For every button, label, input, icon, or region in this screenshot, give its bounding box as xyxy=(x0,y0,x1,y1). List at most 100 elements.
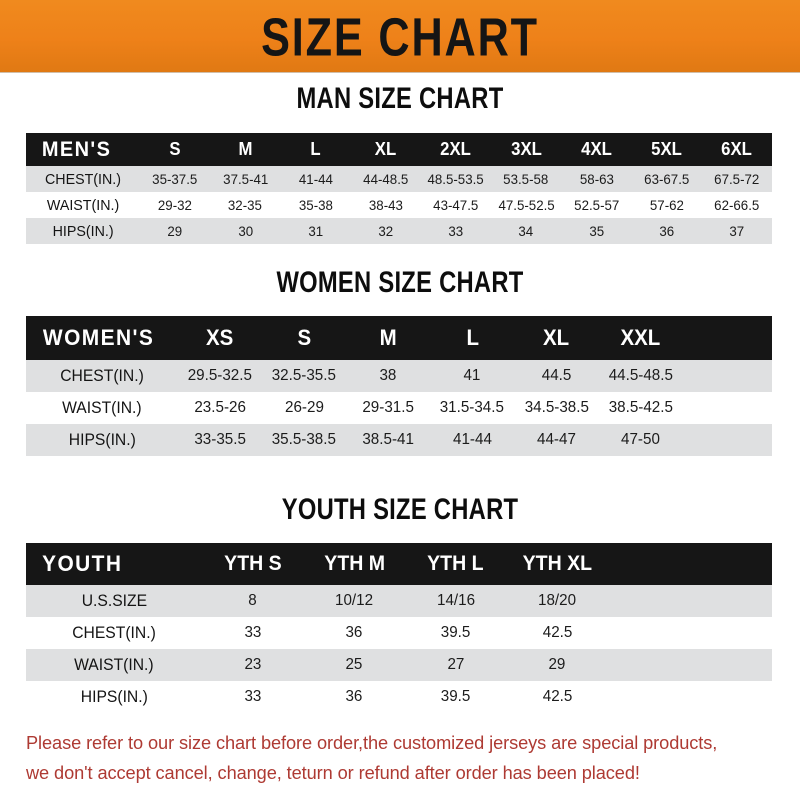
table-row: CHEST(IN.) 29.5-32.5 32.5-35.5 38 41 44.5 44.5… xyxy=(26,360,772,392)
measurement-cell: 32-35 xyxy=(210,192,280,218)
youth-row-label: CHEST(IN.) xyxy=(26,617,202,649)
column-header-label: XS xyxy=(206,325,234,350)
measurement-value: 25 xyxy=(345,656,363,673)
men-column-header-3xl: 3XL xyxy=(491,133,561,166)
youth-section-title: YOUTH SIZE CHART xyxy=(281,492,519,526)
measurement-value: 38.5-41 xyxy=(362,431,414,448)
man-section-title: MAN SIZE CHART xyxy=(296,81,504,115)
women-table-header: WOMEN'S XS S M L XL XXL xyxy=(26,316,772,360)
measurement-value: 31 xyxy=(308,223,323,239)
measurement-value: 29-31.5 xyxy=(362,399,414,416)
page-banner: SIZE CHART xyxy=(0,0,800,72)
measurement-cell: 48.5-53.5 xyxy=(421,166,491,192)
measurement-cell: 26-29 xyxy=(262,392,346,424)
measurement-cell: 47.5-52.5 xyxy=(491,192,561,218)
measurement-value: 58-63 xyxy=(579,171,614,187)
measurement-value: 44-48.5 xyxy=(363,171,409,187)
row-filler xyxy=(608,681,772,713)
measurement-cell: 32.5-35.5 xyxy=(262,360,346,392)
measurement-value: 34 xyxy=(518,223,534,239)
measurement-value: 63-67.5 xyxy=(644,171,690,187)
measurement-cell: 38 xyxy=(346,360,430,392)
column-header-label: YTH M xyxy=(323,552,385,575)
measurement-cell: 58-63 xyxy=(561,166,631,192)
measurement-cell: 35-38 xyxy=(280,192,350,218)
women-column-header-m: M xyxy=(346,316,430,360)
youth-table-corner-header: YOUTH xyxy=(26,543,202,585)
measurement-value: 26-29 xyxy=(284,399,324,416)
order-policy-line-1: Please refer to our size chart before or… xyxy=(26,732,718,753)
measurement-cell: 18/20 xyxy=(506,585,607,617)
measurement-value: 29 xyxy=(548,656,566,673)
measurement-cell: 42.5 xyxy=(506,681,607,713)
measurement-cell: 34 xyxy=(491,218,561,244)
women-row-label: HIPS(IN.) xyxy=(26,424,178,456)
measurement-cell: 53.5-58 xyxy=(491,166,561,192)
page-title: SIZE CHART xyxy=(261,5,539,67)
men-column-header-xl: XL xyxy=(351,133,421,166)
measurement-cell: 67.5-72 xyxy=(702,166,772,192)
row-label-text: WAIST(IN.) xyxy=(46,196,120,214)
women-section-title-wrap: WOMEN SIZE CHART xyxy=(0,265,800,299)
measurement-value: 37 xyxy=(729,223,745,239)
measurement-cell: 36 xyxy=(303,681,404,713)
women-section-title: WOMEN SIZE CHART xyxy=(276,265,524,299)
row-label-text: HIPS(IN.) xyxy=(80,687,148,706)
men-table-corner-header: MEN'S xyxy=(26,133,140,166)
women-header-filler xyxy=(682,316,772,360)
measurement-value: 32.5-35.5 xyxy=(272,367,337,384)
measurement-cell: 29 xyxy=(506,649,607,681)
measurement-cell: 27 xyxy=(405,649,506,681)
table-row: CHEST(IN.) 35-37.5 37.5-41 41-44 44-48.5 48.5… xyxy=(26,166,772,192)
column-header-label: XL xyxy=(543,325,570,350)
measurement-cell: 41 xyxy=(430,360,514,392)
column-header-label: 2XL xyxy=(440,139,472,159)
measurement-cell: 31 xyxy=(280,218,350,244)
measurement-cell: 35-37.5 xyxy=(140,166,210,192)
measurement-cell: 42.5 xyxy=(506,617,607,649)
measurement-value: 48.5-53.5 xyxy=(427,171,485,187)
measurement-cell: 52.5-57 xyxy=(561,192,631,218)
measurement-value: 36 xyxy=(345,688,363,705)
measurement-value: 10/12 xyxy=(335,592,374,609)
measurement-value: 34.5-38.5 xyxy=(524,399,589,416)
women-column-header-l: L xyxy=(430,316,514,360)
row-filler xyxy=(682,424,772,456)
women-size-table-block: WOMEN'S XS S M L XL XXL CHEST(IN.) 29.5-32.5 32.… xyxy=(26,316,772,456)
measurement-value: 44.5 xyxy=(541,367,572,384)
measurement-value: 42.5 xyxy=(542,624,572,641)
men-row-label: WAIST(IN.) xyxy=(26,192,140,218)
man-size-table: MEN'S S M L XL 2XL 3XL 4XL 5XL 6XL CHEST(IN.) 35-3… xyxy=(26,133,772,244)
youth-size-table: YOUTH YTH S YTH M YTH L YTH XL U.S.SIZE 8 10/1… xyxy=(26,543,772,713)
row-filler xyxy=(682,392,772,424)
measurement-value: 29 xyxy=(167,223,183,239)
measurement-value: 44.5-48.5 xyxy=(608,367,673,384)
measurement-cell: 44.5 xyxy=(514,360,598,392)
youth-column-header-yth-m: YTH M xyxy=(303,543,404,585)
measurement-cell: 47-50 xyxy=(598,424,682,456)
column-header-label: S xyxy=(297,325,311,350)
column-header-label: XXL xyxy=(620,325,661,350)
measurement-cell: 29-31.5 xyxy=(346,392,430,424)
men-column-header-2xl: 2XL xyxy=(421,133,491,166)
measurement-value: 27 xyxy=(447,656,465,673)
women-size-table: WOMEN'S XS S M L XL XXL CHEST(IN.) 29.5-32.5 32.… xyxy=(26,316,772,456)
youth-column-header-yth-xl: YTH XL xyxy=(506,543,607,585)
man-table-body: CHEST(IN.) 35-37.5 37.5-41 41-44 44-48.5 48.5… xyxy=(26,166,772,244)
measurement-cell: 33-35.5 xyxy=(178,424,262,456)
men-column-header-s: S xyxy=(140,133,210,166)
table-row: CHEST(IN.) 33 36 39.5 42.5 xyxy=(26,617,772,649)
measurement-value: 37.5-41 xyxy=(222,171,268,187)
measurement-value: 44-47 xyxy=(536,431,576,448)
men-corner-label: MEN'S xyxy=(41,137,112,161)
measurement-value: 38.5-42.5 xyxy=(608,399,673,416)
measurement-cell: 29-32 xyxy=(140,192,210,218)
man-size-table-block: MEN'S S M L XL 2XL 3XL 4XL 5XL 6XL CHEST(IN.) 35-3… xyxy=(26,133,772,244)
youth-column-header-yth-l: YTH L xyxy=(405,543,506,585)
women-corner-label: WOMEN'S xyxy=(42,325,155,350)
measurement-value: 41 xyxy=(463,367,481,384)
column-header-label: 6XL xyxy=(721,139,753,159)
measurement-cell: 57-62 xyxy=(632,192,702,218)
measurement-cell: 36 xyxy=(303,617,404,649)
measurement-value: 67.5-72 xyxy=(714,171,760,187)
